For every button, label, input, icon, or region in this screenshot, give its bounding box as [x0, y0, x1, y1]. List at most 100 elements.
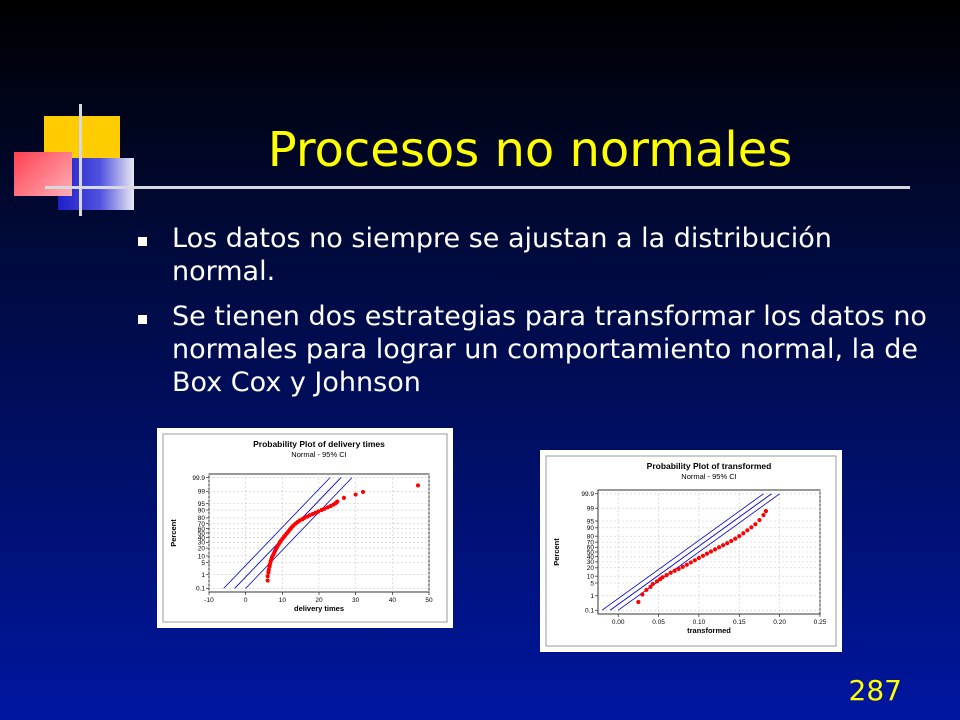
bullet-item: Los datos no siempre se ajustan a la dis… [138, 222, 928, 288]
data-point [737, 534, 742, 539]
y-tick-label: 10 [587, 573, 595, 580]
y-tick-label: 0.1 [196, 586, 205, 593]
data-point [700, 553, 706, 558]
slide-title: Procesos no normales [267, 122, 793, 178]
data-point [761, 512, 766, 518]
data-point [757, 517, 762, 523]
y-tick-label: 60 [587, 545, 595, 552]
data-point [672, 568, 677, 573]
chart-subtitle: Normal - 95% CI [291, 450, 346, 459]
x-axis-label: delivery times [294, 604, 344, 613]
y-tick-label: 30 [587, 559, 595, 566]
y-tick-label: 1 [590, 593, 594, 600]
data-point [636, 599, 641, 605]
title-divider [45, 186, 910, 189]
y-tick-label: 80 [587, 533, 595, 540]
chart-title: Probability Plot of delivery times [253, 439, 385, 449]
data-point [644, 587, 649, 593]
ci-band-line [601, 493, 764, 611]
y-tick-label: 20 [587, 565, 595, 572]
x-tick-label: 10 [279, 597, 287, 604]
y-tick-label: 30 [198, 540, 206, 547]
data-point [341, 495, 347, 500]
chart-panel-delivery-times: Probability Plot of delivery times Normal… [157, 428, 453, 628]
x-tick-label: 50 [425, 597, 433, 604]
data-point [712, 547, 718, 552]
y-tick-label: 95 [587, 518, 595, 525]
chart-subtitle: Normal - 95% CI [681, 472, 736, 481]
y-tick-label: 90 [198, 507, 206, 514]
y-axis-label: Percent [552, 538, 561, 566]
x-tick-label: 20 [315, 597, 323, 604]
data-point [708, 549, 714, 554]
data-point [265, 574, 270, 579]
y-tick-label: 1 [201, 572, 205, 579]
data-point [763, 509, 769, 514]
y-tick-label: 0.1 [585, 608, 594, 615]
data-point [322, 506, 327, 511]
data-point [335, 499, 340, 504]
y-tick-label: 99 [198, 489, 206, 496]
bullet-text: Se tienen dos estrategias para transform… [172, 301, 927, 398]
x-tick-label: 30 [352, 597, 360, 604]
ci-band-line [223, 477, 331, 589]
y-tick-label: 70 [198, 521, 206, 528]
data-point [648, 584, 653, 589]
y-tick-label: 40 [198, 535, 206, 542]
x-tick-label: 0.05 [652, 619, 665, 626]
x-tick-label: 0.20 [773, 619, 786, 626]
bullet-text: Los datos no siempre se ajustan a la dis… [172, 223, 832, 287]
data-point [360, 489, 366, 495]
data-point [749, 525, 754, 530]
page-number: 287 [848, 674, 902, 707]
x-tick-label: 0.15 [733, 619, 746, 626]
y-tick-label: 80 [198, 515, 206, 522]
data-point [688, 560, 693, 565]
data-point [692, 558, 697, 563]
y-tick-label: 5 [590, 580, 594, 587]
y-tick-label: 90 [587, 525, 595, 532]
data-point [729, 538, 734, 544]
data-point [733, 536, 738, 541]
data-point [415, 483, 421, 488]
data-point [716, 545, 722, 550]
data-point [704, 551, 710, 556]
y-tick-label: 95 [198, 501, 206, 508]
data-point [676, 566, 681, 571]
data-point [753, 522, 758, 527]
y-tick-label: 40 [587, 554, 595, 561]
x-tick-label: 40 [389, 597, 397, 604]
data-point [696, 555, 702, 561]
ci-band-line [245, 477, 353, 589]
data-point [741, 531, 746, 536]
y-tick-label: 99.9 [192, 475, 205, 482]
chart-panel-transformed: Probability Plot of transformed Normal - … [540, 450, 842, 652]
fit-line [609, 493, 772, 611]
y-tick-label: 50 [587, 549, 595, 556]
decor-red-square [14, 152, 72, 196]
decor-vertical-line [79, 104, 82, 216]
y-tick-label: 50 [198, 530, 206, 537]
data-point [745, 528, 750, 533]
data-point [265, 578, 270, 583]
bullet-square-icon [138, 237, 147, 246]
data-point [668, 570, 673, 575]
x-tick-label: 0.25 [814, 619, 827, 626]
bullet-item: Se tienen dos estrategias para transform… [138, 300, 928, 399]
data-point [680, 564, 685, 569]
data-point [664, 573, 669, 578]
bullet-square-icon [138, 315, 147, 324]
x-tick-label: 0 [244, 597, 248, 604]
x-axis-label: transformed [687, 626, 731, 635]
data-point [725, 541, 730, 546]
x-tick-label: 0.10 [693, 619, 706, 626]
y-tick-label: 70 [587, 539, 595, 546]
data-point [316, 509, 321, 514]
data-point [684, 562, 689, 567]
y-axis-label: Percent [169, 519, 178, 547]
chart-title: Probability Plot of transformed [647, 461, 772, 471]
bullet-list: Los datos no siempre se ajustan a la dis… [138, 222, 928, 411]
x-tick-label: 0.00 [612, 619, 625, 626]
data-point [654, 579, 660, 584]
